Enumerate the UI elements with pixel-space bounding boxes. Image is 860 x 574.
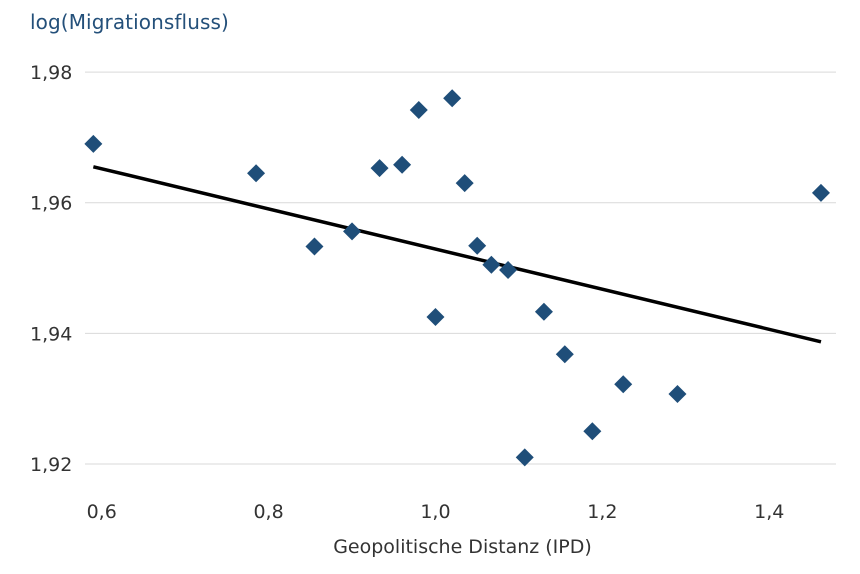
data-point-diamond [515,448,534,467]
data-point-diamond [811,183,830,202]
data-point-diamond [409,100,428,119]
x-tick-label: 0,8 [253,501,283,523]
data-point-diamond [534,302,553,321]
data-point-diamond [84,134,103,153]
data-point-diamond [343,222,362,241]
y-tick-label: 1,92 [30,454,72,476]
y-tick-label: 1,94 [30,323,72,345]
data-point-diamond [443,89,462,108]
data-point-diamond [614,375,633,394]
data-point-diamond [555,345,574,364]
data-point-diamond [455,174,474,193]
y-axis-title: log(Migrationsfluss) [30,10,229,34]
data-point-diamond [393,155,412,174]
data-point-diamond [247,164,266,183]
x-axis-title: Geopolitische Distanz (IPD) [333,536,592,558]
data-point-diamond [482,255,501,274]
data-point-diamond [583,422,602,441]
y-tick-label: 1,96 [30,193,72,215]
x-tick-label: 0,6 [87,501,117,523]
data-point-diamond [370,159,389,178]
data-point-diamond [468,236,487,255]
data-point-diamond [305,237,324,256]
data-point-diamond [426,307,445,326]
x-tick-label: 1,4 [754,501,784,523]
x-tick-label: 1,2 [587,501,617,523]
trend-line [92,165,822,344]
data-point-diamond [668,385,687,404]
data-point-diamond [499,260,518,279]
y-tick-label: 1,98 [30,62,72,84]
x-tick-label: 1,0 [420,501,450,523]
